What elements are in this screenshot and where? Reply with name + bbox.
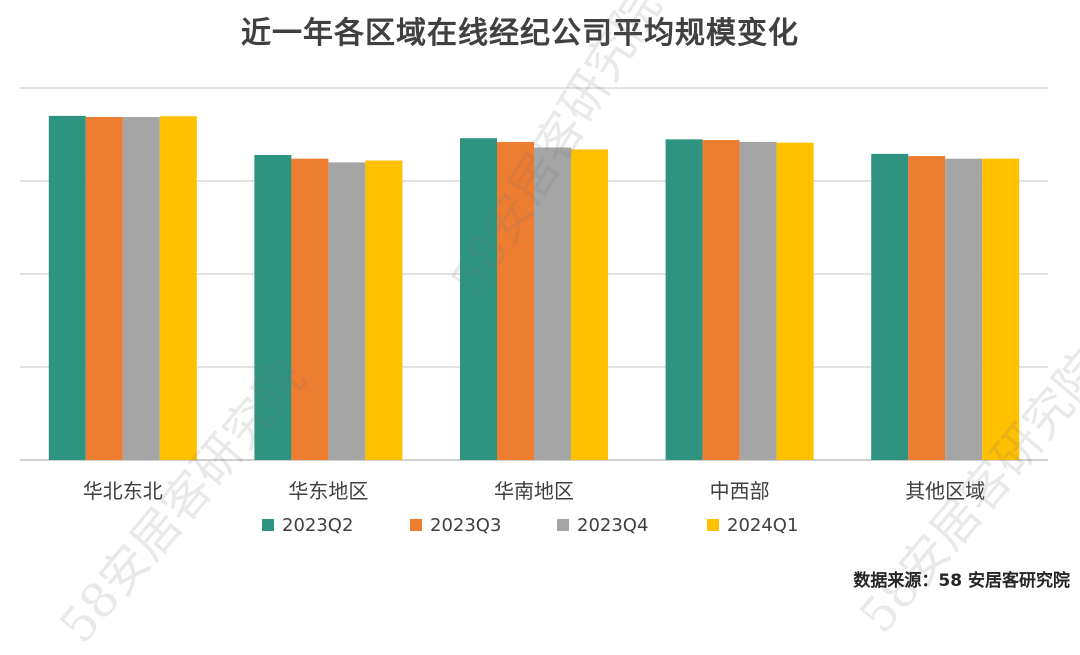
bar-2024Q1-1 <box>365 160 403 461</box>
bar-2023Q2-2 <box>460 138 497 460</box>
x-tick-label: 华北东北 <box>83 479 163 503</box>
legend-swatch <box>410 519 422 531</box>
bar-2023Q4-3 <box>739 141 777 460</box>
legend-label: 2023Q4 <box>577 515 648 536</box>
x-tick-label: 华东地区 <box>288 479 368 503</box>
bar-2023Q3-3 <box>702 140 740 460</box>
legend-swatch <box>262 519 274 531</box>
legend-label: 2024Q1 <box>727 515 798 536</box>
bar-2023Q4-4 <box>945 158 983 460</box>
bars <box>48 115 1020 461</box>
x-tick-label: 其他区域 <box>905 479 985 503</box>
bar-2023Q4-2 <box>534 147 571 460</box>
legend-swatch <box>557 519 569 531</box>
x-tick-label: 华南地区 <box>494 479 574 503</box>
legend-label: 2023Q3 <box>430 515 501 536</box>
data-source-note: 数据来源：58 安居客研究院 <box>853 571 1070 591</box>
bar-2024Q1-2 <box>571 149 608 460</box>
bar-2023Q4-1 <box>328 162 366 460</box>
bar-2023Q3-0 <box>85 117 123 461</box>
bar-2023Q3-1 <box>291 158 329 460</box>
chart-title: 近一年各区域在线经纪公司平均规模变化 <box>241 16 799 51</box>
bar-2023Q2-3 <box>665 139 703 460</box>
bar-2023Q4-0 <box>122 117 160 461</box>
bar-chart: 华北东北 华东地区 华南地区 中西部 其他区域 2023Q2 2023Q3 2023Q4 20… <box>20 87 1048 536</box>
bar-2023Q2-1 <box>254 154 292 460</box>
bar-2024Q1-3 <box>776 142 814 460</box>
bar-2023Q2-0 <box>48 115 86 461</box>
x-axis-labels: 华北东北 华东地区 华南地区 中西部 其他区域 <box>83 479 985 503</box>
bar-2023Q3-4 <box>908 156 946 461</box>
bar-2024Q1-0 <box>159 116 197 460</box>
legend-swatch <box>707 519 719 531</box>
bar-2023Q2-4 <box>871 153 909 460</box>
x-tick-label: 中西部 <box>710 479 770 503</box>
legend: 2023Q2 2023Q3 2023Q4 2024Q1 <box>262 515 798 536</box>
legend-label: 2023Q2 <box>282 515 353 536</box>
bar-2024Q1-4 <box>982 158 1020 460</box>
bar-2023Q3-2 <box>497 141 534 460</box>
